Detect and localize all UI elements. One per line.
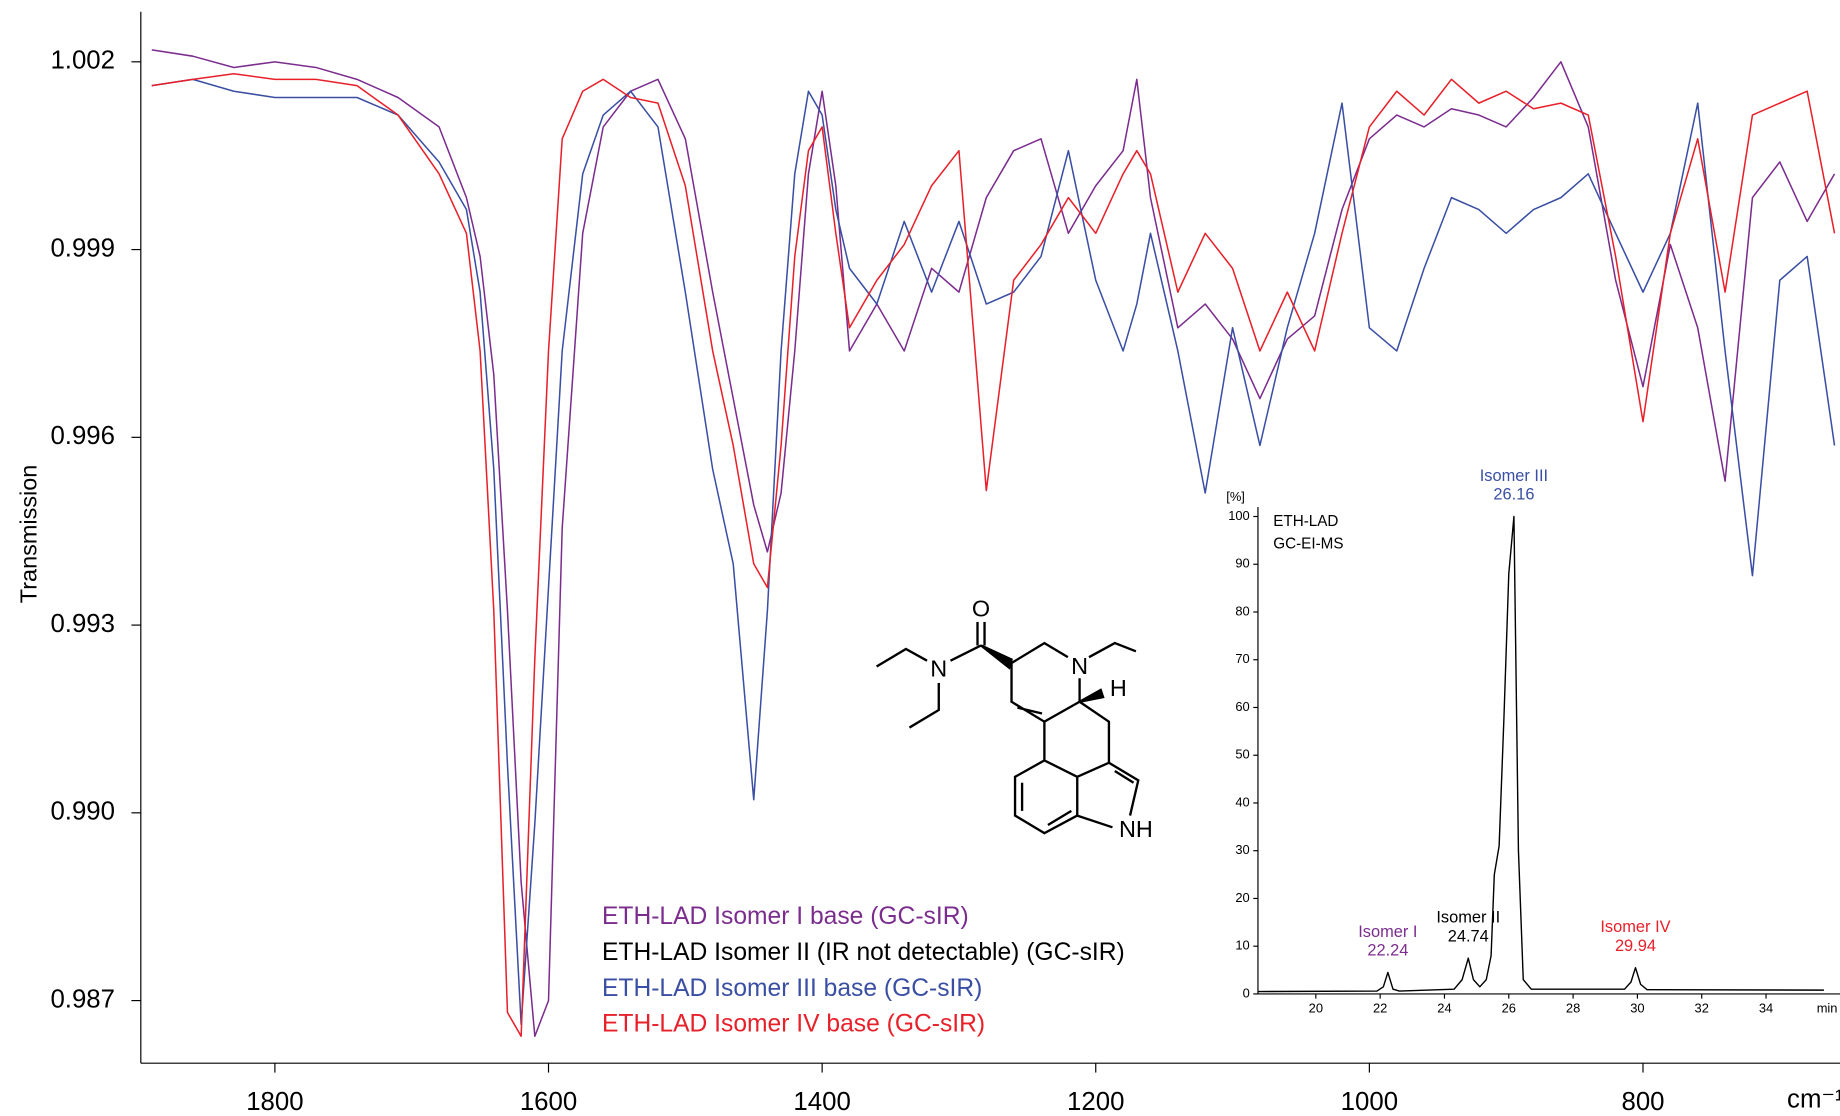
legend-entry: ETH-LAD Isomer II (IR not detectable) (G… bbox=[602, 939, 1125, 966]
bond bbox=[1114, 769, 1135, 784]
series-line bbox=[151, 78, 1836, 1026]
annotation-label: Isomer I bbox=[1358, 923, 1417, 941]
y-tick-label: 1.002 bbox=[50, 47, 115, 75]
x-axis-label: cm⁻¹ bbox=[1787, 1086, 1840, 1114]
annotation-label: Isomer IV bbox=[1600, 918, 1670, 936]
atom-label: H bbox=[1110, 675, 1127, 701]
y-tick-label: 0.993 bbox=[50, 610, 115, 638]
y-tick-label: 60 bbox=[1235, 699, 1249, 714]
y-tick-label: 0 bbox=[1243, 985, 1250, 1000]
y-tick-label: 90 bbox=[1235, 556, 1249, 571]
y-axis-label: [%] bbox=[1226, 489, 1245, 504]
series-line bbox=[1257, 515, 1824, 993]
bond bbox=[1047, 809, 1072, 826]
y-tick-label: 70 bbox=[1235, 651, 1249, 666]
series-line bbox=[151, 49, 1836, 1038]
bond bbox=[1108, 761, 1140, 816]
y-tick-label: 100 bbox=[1228, 508, 1250, 523]
legend-entry: ETH-LAD Isomer I base (GC-sIR) bbox=[602, 903, 969, 930]
bond bbox=[1010, 663, 1081, 724]
x-tick-label: 32 bbox=[1695, 1001, 1709, 1016]
x-tick-label: 26 bbox=[1502, 1001, 1516, 1016]
annotation-value: 26.16 bbox=[1493, 486, 1534, 504]
x-tick-label: 1600 bbox=[520, 1088, 577, 1116]
y-axis-label: Transmission bbox=[16, 465, 42, 604]
x-tick-label: 22 bbox=[1373, 1001, 1387, 1016]
bond bbox=[875, 647, 928, 668]
x-axis-label: min bbox=[1817, 1001, 1838, 1016]
atom-label: N bbox=[930, 655, 947, 681]
chart-subtitle: GC-EI-MS bbox=[1273, 536, 1343, 553]
y-tick-label: 30 bbox=[1235, 842, 1249, 857]
bond bbox=[949, 644, 982, 662]
y-tick-label: 10 bbox=[1235, 938, 1249, 953]
annotation-value: 24.74 bbox=[1448, 927, 1489, 945]
x-tick-label: 1200 bbox=[1067, 1088, 1124, 1116]
bond bbox=[1017, 706, 1043, 715]
y-tick-label: 80 bbox=[1235, 603, 1249, 618]
bond bbox=[1076, 814, 1113, 829]
y-tick-label: 50 bbox=[1235, 747, 1249, 762]
legend-entry: ETH-LAD Isomer III base (GC-sIR) bbox=[602, 975, 982, 1002]
y-tick-label: 20 bbox=[1235, 890, 1249, 905]
y-tick-label: 0.987 bbox=[50, 985, 115, 1013]
legend-entry: ETH-LAD Isomer IV base (GC-sIR) bbox=[602, 1011, 985, 1038]
bond bbox=[908, 682, 940, 729]
y-tick-label: 40 bbox=[1235, 794, 1249, 809]
atom-label: NH bbox=[1119, 816, 1153, 842]
structure: O N N H NH bbox=[875, 595, 1153, 842]
x-tick-label: 24 bbox=[1437, 1001, 1451, 1016]
bond bbox=[1076, 700, 1111, 778]
x-tick-label: 30 bbox=[1630, 1001, 1644, 1016]
x-tick-label: 1800 bbox=[246, 1088, 303, 1116]
atom-label: N bbox=[1071, 653, 1088, 679]
chart-title: ETH-LAD bbox=[1273, 513, 1338, 530]
wedge bbox=[980, 644, 1013, 670]
x-tick-label: 34 bbox=[1759, 1001, 1773, 1016]
wedge bbox=[1079, 688, 1105, 703]
y-tick-label: 0.996 bbox=[50, 422, 115, 450]
x-tick-label: 20 bbox=[1309, 1001, 1323, 1016]
bond bbox=[1010, 641, 1069, 665]
ring bbox=[1013, 721, 1079, 835]
y-tick-label: 0.999 bbox=[50, 234, 115, 262]
x-tick-label: 1400 bbox=[793, 1088, 850, 1116]
bond bbox=[1088, 641, 1137, 659]
x-tick-label: 1000 bbox=[1341, 1088, 1398, 1116]
x-tick-label: 28 bbox=[1566, 1001, 1580, 1016]
x-tick-label: 800 bbox=[1621, 1088, 1664, 1116]
annotation-label: Isomer III bbox=[1480, 467, 1548, 485]
atom-label: O bbox=[972, 595, 990, 621]
annotation-value: 22.24 bbox=[1367, 942, 1408, 960]
y-tick-label: 0.990 bbox=[50, 798, 115, 826]
series-line bbox=[151, 72, 1836, 1038]
annotation-value: 29.94 bbox=[1615, 937, 1656, 955]
annotation-label: Isomer II bbox=[1436, 909, 1500, 927]
